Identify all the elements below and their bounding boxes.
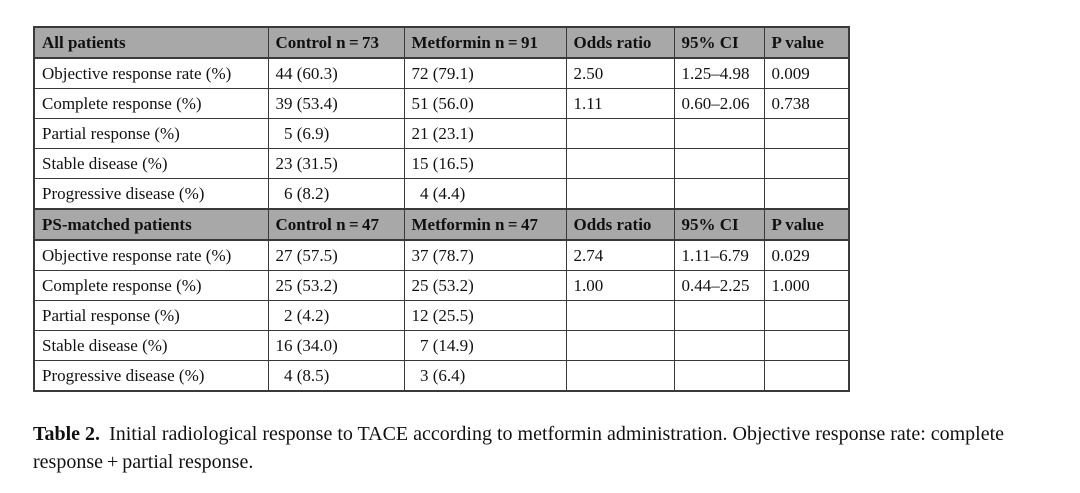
table-cell: 12 (25.5)	[403, 300, 567, 331]
table-cell: 1.11–6.79	[673, 239, 765, 271]
table-cell: 23 (31.5)	[267, 148, 405, 179]
row-label: Complete response (%)	[33, 88, 269, 119]
table-row: Stable disease (%) 16 (34.0) 7 (14.9)	[33, 330, 850, 361]
column-header-odds-ratio: Odds ratio	[565, 208, 675, 241]
table-cell: 4 (8.5)	[267, 360, 405, 392]
table-cell	[673, 118, 765, 149]
table-cell: 0.738	[763, 88, 850, 119]
table-cell: 21 (23.1)	[403, 118, 567, 149]
table-cell	[673, 360, 765, 392]
table-cell: 1.11	[565, 88, 675, 119]
table-cell	[763, 360, 850, 392]
table-cell	[763, 178, 850, 210]
table-cell: 0.44–2.25	[673, 270, 765, 301]
row-label: Partial response (%)	[33, 118, 269, 149]
table-cell: 0.009	[763, 57, 850, 89]
table-cell	[673, 178, 765, 210]
row-label: Stable disease (%)	[33, 330, 269, 361]
column-header-p-value: P value	[763, 208, 850, 241]
table-cell	[763, 148, 850, 179]
table-row: Objective response rate (%) 27 (57.5) 37…	[33, 239, 850, 271]
column-header-ci: 95% CI	[673, 208, 765, 241]
table-cell: 27 (57.5)	[267, 239, 405, 271]
table-cell: 39 (53.4)	[267, 88, 405, 119]
table-row: Progressive disease (%) 6 (8.2) 4 (4.4)	[33, 178, 850, 210]
table-cell	[673, 300, 765, 331]
column-header-group-label: All patients	[33, 26, 269, 59]
table-cell: 72 (79.1)	[403, 57, 567, 89]
table-cell: 7 (14.9)	[403, 330, 567, 361]
table-row: Complete response (%) 25 (53.2) 25 (53.2…	[33, 270, 850, 301]
column-header-ci: 95% CI	[673, 26, 765, 59]
table-cell: 1.000	[763, 270, 850, 301]
table-cell	[763, 118, 850, 149]
table-cell	[565, 118, 675, 149]
table-cell: 0.029	[763, 239, 850, 271]
section-header-all-patients: All patients Control n = 73 Metformin n …	[33, 26, 850, 59]
table-cell	[565, 148, 675, 179]
table-cell	[673, 330, 765, 361]
table-cell: 15 (16.5)	[403, 148, 567, 179]
table-cell: 2.50	[565, 57, 675, 89]
column-header-metformin: Metformin n = 91	[403, 26, 567, 59]
table-cell: 44 (60.3)	[267, 57, 405, 89]
column-header-control: Control n = 47	[267, 208, 405, 241]
column-header-group-label: PS-matched patients	[33, 208, 269, 241]
column-header-odds-ratio: Odds ratio	[565, 26, 675, 59]
table-cell: 25 (53.2)	[403, 270, 567, 301]
table-cell	[565, 178, 675, 210]
column-header-metformin: Metformin n = 47	[403, 208, 567, 241]
row-label: Partial response (%)	[33, 300, 269, 331]
column-header-p-value: P value	[763, 26, 850, 59]
row-label: Stable disease (%)	[33, 148, 269, 179]
table-cell	[673, 148, 765, 179]
table-cell	[763, 330, 850, 361]
row-label: Objective response rate (%)	[33, 57, 269, 89]
table-cell	[763, 300, 850, 331]
caption-label: Table 2.	[33, 423, 101, 445]
section-header-ps-matched: PS-matched patients Control n = 47 Metfo…	[33, 208, 850, 241]
table-row: Objective response rate (%) 44 (60.3) 72…	[33, 57, 850, 89]
table-row: Partial response (%) 5 (6.9) 21 (23.1)	[33, 118, 850, 149]
table-cell	[565, 330, 675, 361]
table-row: Partial response (%) 2 (4.2) 12 (25.5)	[33, 300, 850, 331]
table-row: Progressive disease (%) 4 (8.5) 3 (6.4)	[33, 360, 850, 392]
results-table: All patients Control n = 73 Metformin n …	[33, 26, 850, 392]
row-label: Progressive disease (%)	[33, 178, 269, 210]
table-cell: 4 (4.4)	[403, 178, 567, 210]
table-cell: 2 (4.2)	[267, 300, 405, 331]
table-cell: 16 (34.0)	[267, 330, 405, 361]
caption-text: Initial radiological response to TACE ac…	[33, 423, 1005, 473]
table-cell: 2.74	[565, 239, 675, 271]
table-cell	[565, 360, 675, 392]
table-cell: 1.25–4.98	[673, 57, 765, 89]
table-cell: 25 (53.2)	[267, 270, 405, 301]
table-cell: 37 (78.7)	[403, 239, 567, 271]
row-label: Complete response (%)	[33, 270, 269, 301]
table-cell: 0.60–2.06	[673, 88, 765, 119]
table-cell: 1.00	[565, 270, 675, 301]
table-cell	[565, 300, 675, 331]
row-label: Progressive disease (%)	[33, 360, 269, 392]
table-caption: Table 2. Initial radiological response to…	[33, 420, 1051, 476]
table-row: Complete response (%) 39 (53.4) 51 (56.0…	[33, 88, 850, 119]
table-cell: 6 (8.2)	[267, 178, 405, 210]
row-label: Objective response rate (%)	[33, 239, 269, 271]
column-header-control: Control n = 73	[267, 26, 405, 59]
table-row: Stable disease (%) 23 (31.5) 15 (16.5)	[33, 148, 850, 179]
table-cell: 51 (56.0)	[403, 88, 567, 119]
table-cell: 5 (6.9)	[267, 118, 405, 149]
table-cell: 3 (6.4)	[403, 360, 567, 392]
